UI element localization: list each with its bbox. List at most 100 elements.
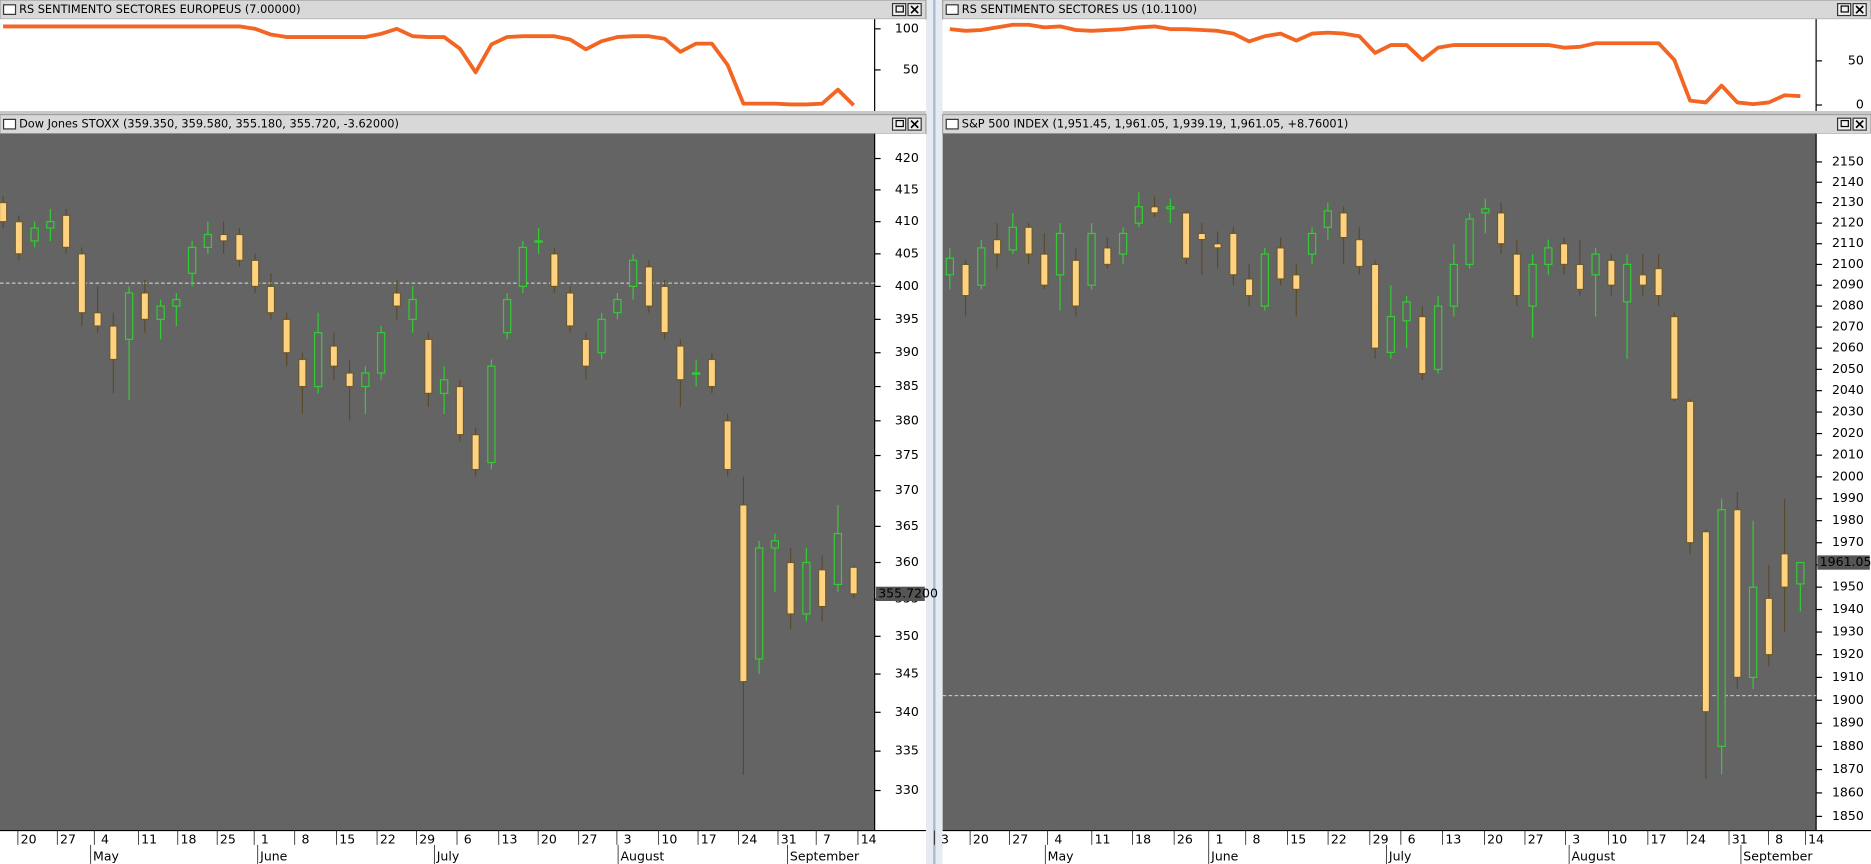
x-tick-label: 29 bbox=[419, 832, 435, 847]
x-tick-label: 24 bbox=[1690, 832, 1706, 847]
pane-current-value: (10.1100) bbox=[1141, 2, 1197, 16]
plot-area bbox=[0, 19, 875, 112]
candle-body bbox=[1748, 586, 1758, 678]
x-tick-label: 25 bbox=[220, 832, 236, 847]
candle-body bbox=[945, 257, 954, 276]
last-price-box bbox=[875, 586, 925, 602]
x-tick-label: 8 bbox=[1775, 832, 1783, 847]
x-tick-label: 20 bbox=[973, 832, 989, 847]
candle-body bbox=[1717, 509, 1726, 747]
candle-body bbox=[613, 298, 622, 314]
candle-body bbox=[187, 246, 197, 274]
candle-body bbox=[1181, 212, 1191, 259]
candle-body bbox=[1055, 232, 1065, 276]
x-tick-label: 14 bbox=[861, 832, 877, 847]
candle-body bbox=[1197, 232, 1207, 241]
x-tick-label: 3 bbox=[941, 832, 949, 847]
candle-body bbox=[992, 239, 1002, 255]
sentiment-line bbox=[3, 24, 855, 107]
maximize-button[interactable] bbox=[1836, 3, 1852, 17]
x-tick-label: 8 bbox=[301, 832, 309, 847]
month-label: June bbox=[1210, 848, 1239, 863]
x-tick-label: 6 bbox=[1408, 832, 1416, 847]
candle-body bbox=[644, 266, 654, 307]
x-tick-label: 24 bbox=[741, 832, 757, 847]
candle-body bbox=[109, 325, 118, 361]
window-icon bbox=[2, 4, 17, 15]
y-tick-label: 1850 bbox=[1832, 808, 1864, 823]
y-tick-label: 1920 bbox=[1832, 646, 1864, 661]
y-tick-label: 370 bbox=[895, 482, 919, 497]
x-tick-label: 3 bbox=[624, 832, 632, 847]
month-label: May bbox=[1048, 848, 1074, 863]
month-label: May bbox=[93, 848, 119, 863]
candle-body bbox=[30, 227, 39, 242]
y-tick-label: 2100 bbox=[1832, 256, 1864, 271]
x-tick-label: 27 bbox=[1012, 832, 1028, 847]
candle-body bbox=[977, 247, 986, 286]
date-axis bbox=[0, 830, 926, 864]
close-glyph bbox=[1855, 5, 1864, 14]
candle-body bbox=[46, 221, 55, 229]
candle-body bbox=[723, 420, 732, 471]
candle-body bbox=[0, 201, 8, 223]
close-glyph bbox=[910, 119, 919, 129]
pane-title: RS SENTIMENTO SECTORES US bbox=[962, 2, 1138, 16]
candle-body bbox=[298, 358, 307, 388]
candle-body bbox=[1764, 597, 1774, 656]
candle-body bbox=[1796, 561, 1805, 585]
candle-body bbox=[754, 547, 764, 660]
x-tick-label: 10 bbox=[1611, 832, 1627, 847]
y-tick-label: 2090 bbox=[1832, 277, 1864, 292]
candle-body bbox=[1496, 212, 1506, 245]
x-tick-label: 20 bbox=[21, 832, 37, 847]
candle-body bbox=[1355, 239, 1364, 268]
candle-body bbox=[802, 561, 811, 615]
candle-body bbox=[676, 345, 685, 381]
candle-body bbox=[1323, 210, 1333, 228]
candle-body bbox=[1622, 263, 1632, 303]
close-glyph bbox=[1855, 119, 1864, 129]
candle-body bbox=[455, 385, 465, 436]
y-tick-label: 1910 bbox=[1832, 669, 1864, 684]
close-glyph bbox=[910, 5, 919, 14]
y-tick-label: 2080 bbox=[1832, 298, 1864, 313]
candle-body bbox=[707, 358, 717, 388]
candle-body bbox=[1780, 553, 1789, 588]
y-tick-label: 0 bbox=[1856, 97, 1864, 112]
y-tick-label: 2120 bbox=[1832, 215, 1864, 230]
candle-body bbox=[1433, 305, 1443, 370]
maximize-button[interactable] bbox=[891, 117, 907, 131]
last-price-label: 355.7200 bbox=[878, 585, 938, 600]
candle-body bbox=[1040, 253, 1049, 286]
y-tick-label: 2130 bbox=[1832, 194, 1864, 209]
date-axis bbox=[942, 830, 1871, 864]
candle-body bbox=[1213, 243, 1222, 249]
pane-current-value: (7.00000) bbox=[245, 2, 301, 16]
candle-body bbox=[1559, 243, 1569, 266]
candle-body bbox=[739, 504, 748, 683]
x-tick-label: 6 bbox=[464, 832, 472, 847]
candle-body bbox=[1292, 274, 1301, 290]
y-tick-label: 2070 bbox=[1832, 319, 1864, 334]
candle-body bbox=[376, 332, 386, 374]
candle-body bbox=[1260, 253, 1270, 307]
x-tick-label: 27 bbox=[1528, 832, 1544, 847]
maximize-button[interactable] bbox=[891, 3, 907, 17]
candle-body bbox=[1166, 206, 1175, 210]
month-label: September bbox=[790, 848, 860, 863]
y-tick-label: 2000 bbox=[1832, 468, 1864, 483]
month-label: July bbox=[436, 848, 460, 863]
candle-body bbox=[219, 233, 228, 242]
x-tick-label: 13 bbox=[1445, 832, 1461, 847]
x-tick-label: 13 bbox=[502, 832, 518, 847]
plot-area bbox=[0, 133, 875, 831]
x-tick-label: 18 bbox=[1135, 832, 1151, 847]
maximize-glyph bbox=[1840, 119, 1849, 128]
maximize-button[interactable] bbox=[1836, 117, 1852, 131]
candle-body bbox=[770, 540, 780, 549]
candle-body bbox=[849, 566, 858, 595]
candle-body bbox=[628, 259, 638, 287]
candle-body bbox=[1638, 274, 1648, 286]
candle-body bbox=[1134, 206, 1144, 224]
